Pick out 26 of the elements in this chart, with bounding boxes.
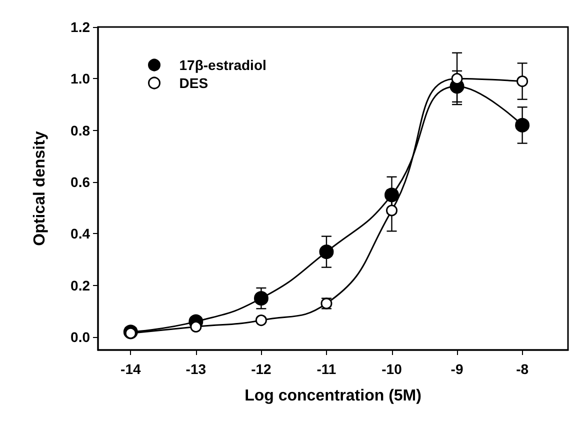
y-axis-title: Optical density xyxy=(32,131,48,246)
y-tick-label: 0.6 xyxy=(70,174,90,190)
x-tick-label: -9 xyxy=(450,361,464,377)
point xyxy=(451,72,463,84)
point xyxy=(516,76,528,88)
point xyxy=(384,188,399,202)
legend-label: DES xyxy=(179,75,208,91)
y-tick-label: 0.2 xyxy=(70,277,90,294)
y-tick-label: 1.0 xyxy=(70,70,90,87)
point xyxy=(386,204,398,216)
y-tick-label: 1.2 xyxy=(70,19,90,35)
y-tick-label: 0.8 xyxy=(70,122,90,138)
x-axis-title: Log concentration (5M) xyxy=(244,388,422,404)
y-tick-label: 0.0 xyxy=(70,329,90,346)
x-tick-label: -13 xyxy=(186,361,206,377)
legend-label: 17β-estradiol xyxy=(179,57,266,73)
point xyxy=(319,244,334,260)
x-tick-label: -10 xyxy=(382,361,402,377)
y-tick-label: 0.4 xyxy=(70,226,90,242)
x-tick-label: -12 xyxy=(251,361,272,377)
x-tick-label: -11 xyxy=(316,361,336,377)
point xyxy=(255,314,267,326)
x-tick-label: -8 xyxy=(516,361,529,377)
point xyxy=(515,118,530,132)
point xyxy=(254,291,268,306)
x-tick-label: -14 xyxy=(120,361,141,377)
